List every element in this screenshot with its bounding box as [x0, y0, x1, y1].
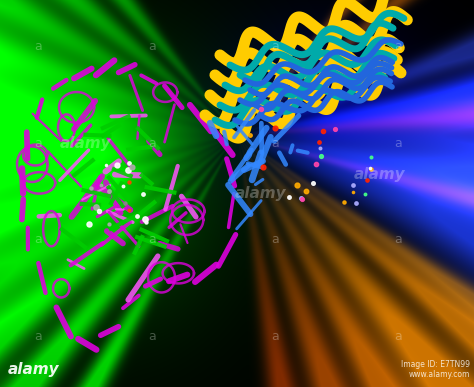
Text: Image ID: E7TN99: Image ID: E7TN99 [401, 360, 470, 369]
Text: a: a [271, 40, 279, 53]
Text: a: a [34, 233, 42, 247]
Text: a: a [271, 233, 279, 247]
Text: www.alamy.com: www.alamy.com [409, 370, 470, 379]
Text: a: a [148, 330, 155, 343]
Text: a: a [394, 137, 402, 150]
Text: alamy: alamy [60, 136, 111, 151]
Text: alamy: alamy [354, 167, 405, 182]
Text: a: a [271, 137, 279, 150]
Text: a: a [34, 137, 42, 150]
Text: a: a [34, 40, 42, 53]
Text: a: a [394, 40, 402, 53]
Text: a: a [148, 137, 155, 150]
Text: a: a [34, 330, 42, 343]
Text: alamy: alamy [235, 186, 286, 201]
Text: alamy: alamy [8, 362, 60, 377]
Text: a: a [394, 233, 402, 247]
Text: a: a [148, 40, 155, 53]
Text: a: a [271, 330, 279, 343]
Text: a: a [148, 233, 155, 247]
Text: a: a [394, 330, 402, 343]
